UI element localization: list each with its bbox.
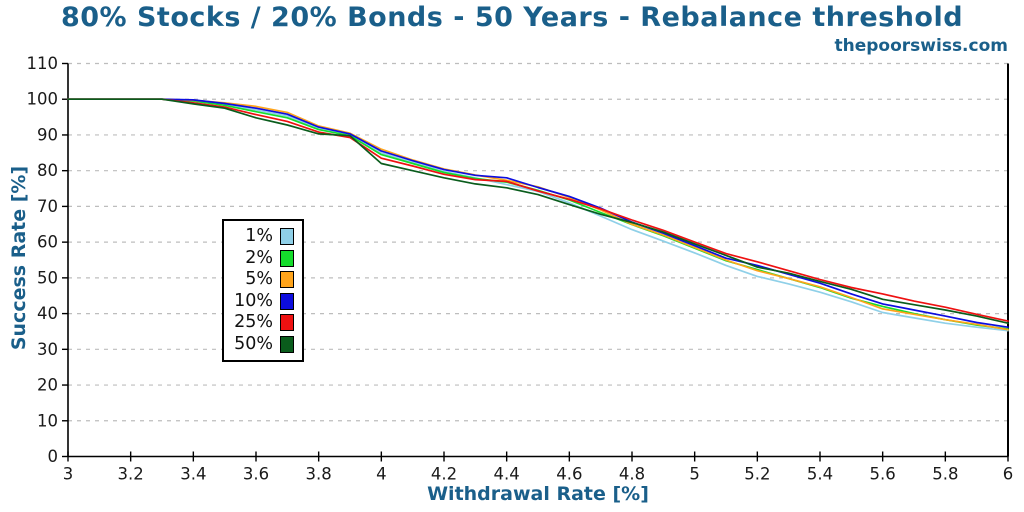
y-tick-label: 100 xyxy=(27,90,59,109)
legend-item-25%: 25% xyxy=(234,312,294,334)
y-tick-label: 20 xyxy=(37,376,58,395)
x-tick-label: 5.6 xyxy=(870,465,896,484)
legend-item-50%: 50% xyxy=(234,333,294,356)
series-line-50% xyxy=(67,98,1009,325)
legend-swatch xyxy=(280,228,294,246)
x-tick-label: 3.6 xyxy=(243,465,269,484)
legend-label: 25% xyxy=(234,312,273,332)
x-tick-label: 5.4 xyxy=(807,465,833,484)
x-tick-label: 3 xyxy=(63,465,74,484)
chart-title: 80% Stocks / 20% Bonds - 50 Years - Reba… xyxy=(60,2,964,33)
x-tick-label: 5 xyxy=(689,465,700,484)
x-tick-label: 4.8 xyxy=(619,465,645,484)
watermark-text: thepoorswiss.com xyxy=(834,36,1009,56)
x-tick-label: 4.2 xyxy=(431,465,457,484)
y-tick-label: 10 xyxy=(37,411,58,430)
legend-label: 1% xyxy=(245,226,273,246)
legend: 1% 2% 5% 10% 25% 50% xyxy=(222,219,304,362)
y-tick-label: 40 xyxy=(37,304,58,323)
y-tick-label: 80 xyxy=(37,161,58,180)
legend-swatch xyxy=(280,292,294,310)
x-tick-label: 5.8 xyxy=(932,465,958,484)
legend-swatch xyxy=(280,249,294,267)
legend-label: 50% xyxy=(234,333,273,354)
y-tick-label: 90 xyxy=(37,125,58,144)
series-line-10% xyxy=(67,98,1009,329)
y-tick-label: 0 xyxy=(48,447,59,466)
x-tick-label: 3.8 xyxy=(306,465,332,484)
legend-label: 2% xyxy=(245,247,273,268)
legend-item-10%: 10% xyxy=(234,290,294,313)
x-tick-label: 4 xyxy=(376,465,387,484)
legend-swatch xyxy=(280,271,294,289)
y-tick-label: 70 xyxy=(37,197,58,216)
series-line-1% xyxy=(67,98,1009,332)
x-axis-label: Withdrawal Rate [%] xyxy=(427,483,649,505)
y-tick-label: 30 xyxy=(37,340,58,359)
x-tick-label: 4.6 xyxy=(556,465,582,484)
y-tick-label: 110 xyxy=(27,54,59,73)
x-tick-label: 5.2 xyxy=(744,465,770,484)
legend-swatch xyxy=(280,335,294,353)
x-tick-label: 4.4 xyxy=(494,465,520,484)
legend-item-5%: 5% xyxy=(236,269,294,291)
legend-label: 5% xyxy=(245,269,273,289)
x-tick-label: 3.4 xyxy=(180,465,206,484)
series-line-25% xyxy=(67,98,1009,322)
x-tick-label: 6 xyxy=(1003,465,1014,484)
axes xyxy=(62,62,1009,462)
legend-swatch xyxy=(280,314,294,332)
y-tick-label: 60 xyxy=(37,233,58,252)
series-lines xyxy=(67,98,1009,332)
tick-labels: 0 10 20 30 40 50 60 70 80 90 100 110 3 3.2 3.4 3.6 3.8 4 4… xyxy=(27,54,1014,484)
gridlines xyxy=(68,62,1008,422)
legend-item-1%: 1% xyxy=(236,226,294,248)
y-tick-label: 50 xyxy=(37,268,58,287)
x-tick-label: 3.2 xyxy=(118,465,144,484)
legend-item-2%: 2% xyxy=(236,248,294,270)
legend-label: 10% xyxy=(234,290,273,311)
